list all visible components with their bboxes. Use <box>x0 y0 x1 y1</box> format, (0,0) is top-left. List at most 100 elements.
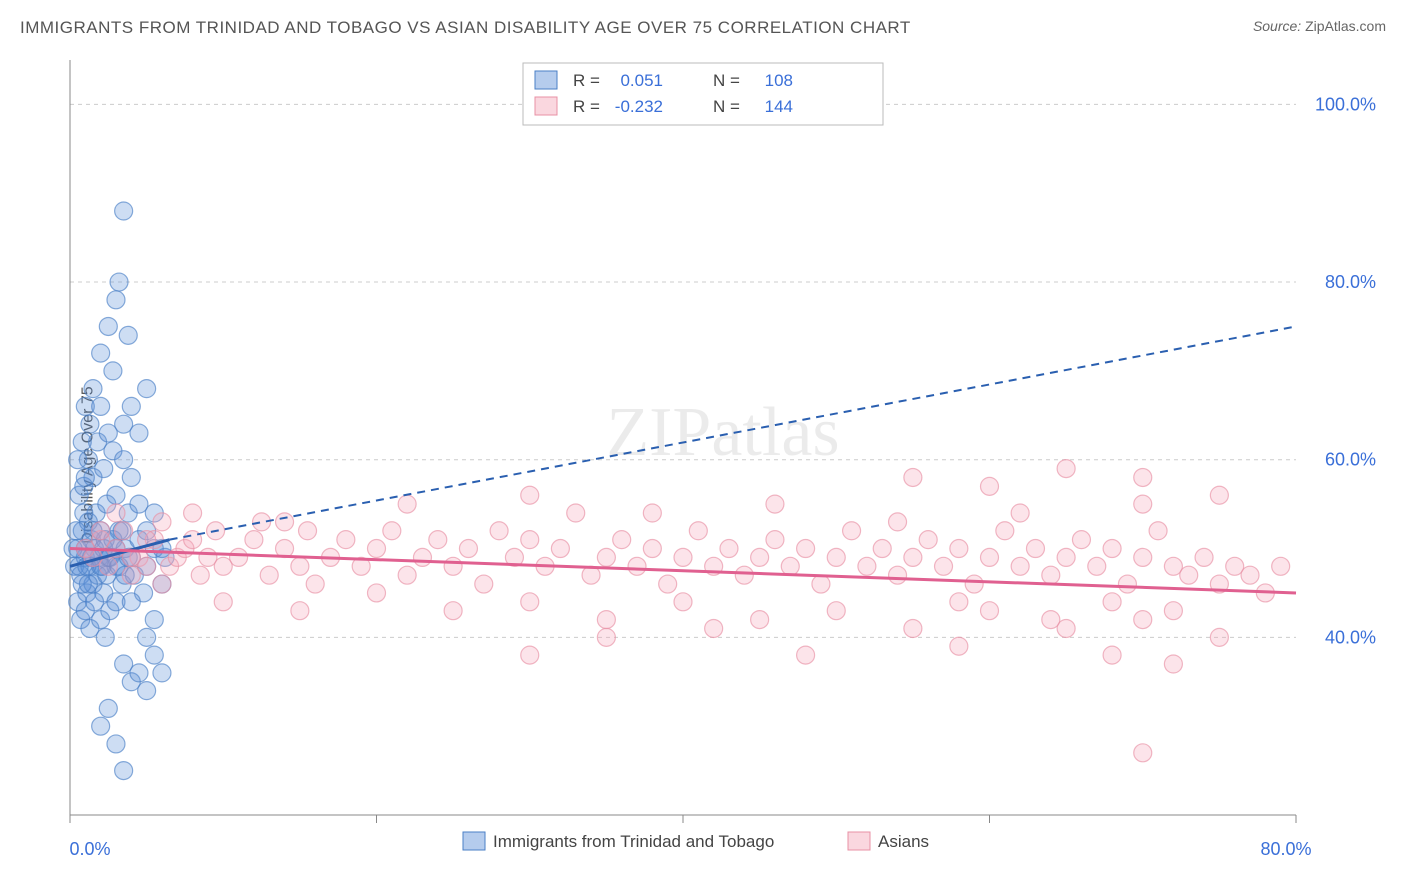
data-point <box>950 593 968 611</box>
data-point <box>459 540 477 558</box>
data-point <box>92 397 110 415</box>
y-tick-label: 60.0% <box>1325 450 1376 470</box>
data-point <box>858 557 876 575</box>
data-point <box>950 637 968 655</box>
data-point <box>1164 655 1182 673</box>
data-point <box>115 451 133 469</box>
data-point <box>398 495 416 513</box>
data-point <box>110 273 128 291</box>
x-tick-label: 0.0% <box>69 839 110 859</box>
data-point <box>827 602 845 620</box>
data-point <box>214 593 232 611</box>
data-point <box>781 557 799 575</box>
data-point <box>95 460 113 478</box>
data-point <box>1103 646 1121 664</box>
data-point <box>138 682 156 700</box>
data-point <box>1057 460 1075 478</box>
series-immigrants-from-trinidad-and-tobago <box>64 202 174 780</box>
data-point <box>1241 566 1259 584</box>
data-point <box>904 548 922 566</box>
data-point <box>184 504 202 522</box>
data-point <box>751 548 769 566</box>
data-point <box>413 548 431 566</box>
data-point <box>766 531 784 549</box>
data-point <box>76 468 94 486</box>
data-point <box>1134 495 1152 513</box>
data-point <box>1134 468 1152 486</box>
data-point <box>115 762 133 780</box>
data-point <box>1042 611 1060 629</box>
legend-r-label: R = <box>573 71 600 90</box>
data-point <box>96 628 114 646</box>
data-point <box>827 548 845 566</box>
data-point <box>766 495 784 513</box>
data-point <box>490 522 508 540</box>
legend-r-value: -0.232 <box>615 97 663 116</box>
data-point <box>1149 522 1167 540</box>
data-point <box>69 451 87 469</box>
data-point <box>230 548 248 566</box>
data-point <box>873 540 891 558</box>
data-point <box>812 575 830 593</box>
data-point <box>260 566 278 584</box>
data-point <box>643 540 661 558</box>
legend-r-value: 0.051 <box>620 71 663 90</box>
source-value: ZipAtlas.com <box>1305 18 1386 34</box>
watermark-text: ZIPatlas <box>606 394 839 471</box>
data-point <box>138 628 156 646</box>
data-point <box>276 513 294 531</box>
data-point <box>107 486 125 504</box>
data-point <box>521 646 539 664</box>
y-tick-label: 80.0% <box>1325 272 1376 292</box>
data-point <box>104 362 122 380</box>
data-point <box>551 540 569 558</box>
trend-line-extrapolated <box>170 326 1296 539</box>
correlation-chart: ZIPatlas 40.0%60.0%80.0%100.0%0.0%80.0% … <box>60 55 1386 875</box>
data-point <box>119 326 137 344</box>
data-point <box>1011 504 1029 522</box>
data-point <box>92 344 110 362</box>
data-point <box>1042 566 1060 584</box>
data-point <box>797 646 815 664</box>
data-point <box>122 397 140 415</box>
data-point <box>92 522 110 540</box>
chart-title: IMMIGRANTS FROM TRINIDAD AND TOBAGO VS A… <box>20 18 911 37</box>
data-point <box>889 513 907 531</box>
data-point <box>705 619 723 637</box>
data-point <box>107 504 125 522</box>
data-point <box>115 202 133 220</box>
data-point <box>107 735 125 753</box>
data-point <box>84 380 102 398</box>
data-point <box>191 566 209 584</box>
data-point <box>751 611 769 629</box>
data-point <box>368 540 386 558</box>
data-point <box>130 664 148 682</box>
legend-swatch <box>463 832 485 850</box>
data-point <box>889 566 907 584</box>
y-tick-label: 40.0% <box>1325 627 1376 647</box>
data-point <box>145 646 163 664</box>
data-point <box>92 717 110 735</box>
data-point <box>444 557 462 575</box>
legend-swatch <box>535 97 557 115</box>
data-point <box>99 317 117 335</box>
legend-series-label: Asians <box>878 832 929 851</box>
data-point <box>1103 593 1121 611</box>
data-point <box>99 699 117 717</box>
data-point <box>904 619 922 637</box>
data-point <box>1026 540 1044 558</box>
data-point <box>1103 540 1121 558</box>
data-point <box>73 433 91 451</box>
data-point <box>521 486 539 504</box>
data-point <box>597 628 615 646</box>
data-point <box>950 540 968 558</box>
data-point <box>291 602 309 620</box>
data-point <box>444 602 462 620</box>
legend-series-label: Immigrants from Trinidad and Tobago <box>493 832 774 851</box>
data-point <box>115 522 133 540</box>
data-point <box>79 575 97 593</box>
data-point <box>1134 611 1152 629</box>
data-point <box>81 415 99 433</box>
data-point <box>291 557 309 575</box>
data-point <box>1011 557 1029 575</box>
